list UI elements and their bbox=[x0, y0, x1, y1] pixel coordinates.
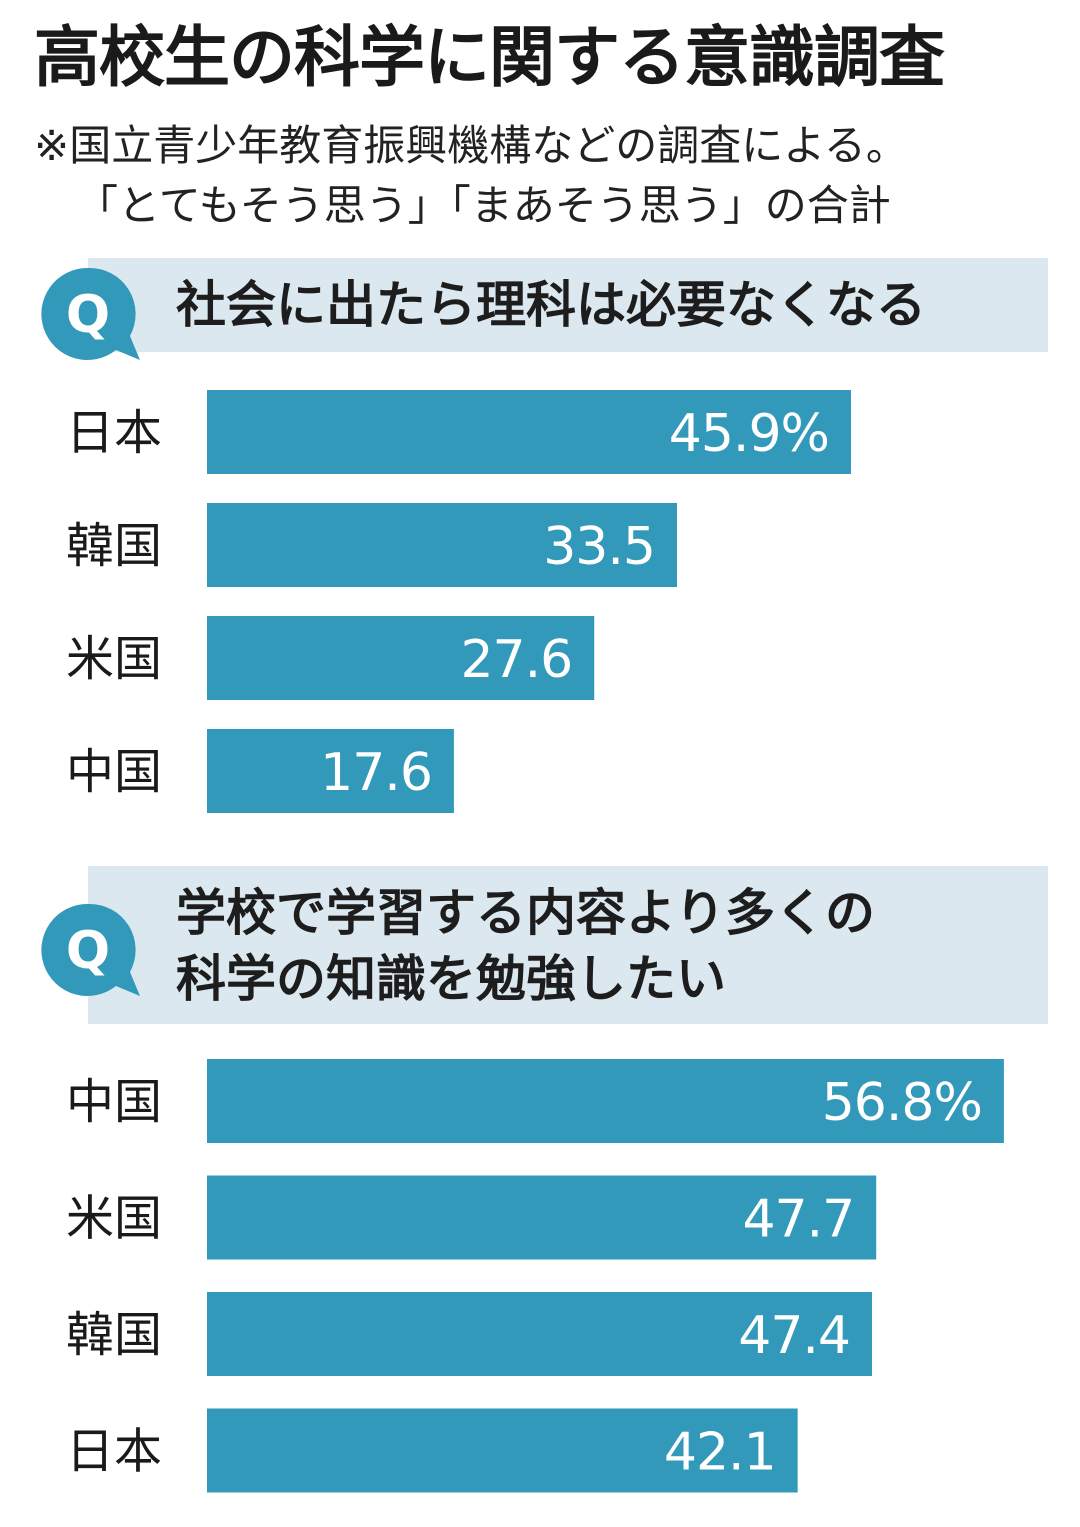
bar bbox=[207, 729, 454, 813]
svg-text:Q: Q bbox=[66, 921, 110, 981]
q-speech-bubble-icon: Q bbox=[41, 267, 140, 360]
question-1-text: 社会に出たら理科は必要なくなる bbox=[176, 272, 926, 338]
bar bbox=[207, 1292, 873, 1376]
bar bbox=[207, 1175, 877, 1260]
category-label: 日本 bbox=[66, 1424, 162, 1480]
category-label: 中国 bbox=[66, 1074, 162, 1130]
bar-value-label: 47.7 bbox=[742, 1190, 854, 1250]
category-label: 中国 bbox=[66, 744, 162, 800]
source-note: ※国立青少年教育振興機構などの調査による。 bbox=[34, 121, 908, 170]
bar-value-label: 17.6 bbox=[320, 743, 432, 803]
bar-value-label: 42.1 bbox=[664, 1423, 776, 1483]
bar bbox=[207, 503, 678, 587]
category-label: 米国 bbox=[66, 631, 162, 687]
bar bbox=[207, 616, 595, 700]
bar bbox=[207, 390, 851, 474]
category-label: 日本 bbox=[66, 405, 162, 461]
bar bbox=[207, 1059, 1004, 1143]
q-speech-bubble-icon: Q bbox=[41, 903, 140, 996]
bar bbox=[207, 1408, 798, 1493]
category-label: 韓国 bbox=[66, 1307, 162, 1363]
question-2-line-1: 学校で学習する内容より多くの bbox=[176, 884, 875, 942]
question-2-box: 学校で学習する内容より多くの 科学の知識を勉強したい bbox=[88, 866, 1048, 1024]
question-1-line-1: 社会に出たら理科は必要なくなる bbox=[176, 276, 926, 334]
bar-value-label: 56.8% bbox=[822, 1073, 982, 1133]
aggregation-note: 「とてもそう思う」「まあそう思う」の合計 bbox=[76, 181, 891, 230]
question-1-box: 社会に出たら理科は必要なくなる bbox=[88, 258, 1048, 352]
bar-value-label: 45.9% bbox=[669, 404, 829, 464]
svg-text:Q: Q bbox=[66, 285, 110, 345]
bar-value-label: 27.6 bbox=[460, 630, 572, 690]
category-label: 米国 bbox=[66, 1191, 162, 1247]
question-2-text: 学校で学習する内容より多くの 科学の知識を勉強したい bbox=[176, 880, 875, 1012]
category-label: 韓国 bbox=[66, 518, 162, 574]
bar-value-label: 33.5 bbox=[543, 517, 655, 577]
chart-title: 高校生の科学に関する意識調査 bbox=[34, 19, 945, 96]
bar-value-label: 47.4 bbox=[738, 1306, 850, 1366]
question-2-line-2: 科学の知識を勉強したい bbox=[176, 950, 726, 1008]
